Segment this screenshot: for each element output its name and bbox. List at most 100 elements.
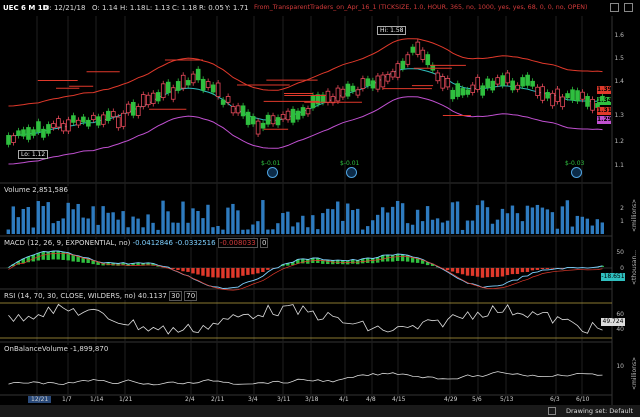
- macd-histogram-bar: [211, 268, 215, 278]
- price-badge-lower: 1.29: [597, 116, 612, 124]
- x-axis-label: 3/11: [277, 396, 291, 403]
- volume-bar: [455, 201, 460, 234]
- volume-bar: [495, 219, 500, 234]
- candle: [165, 81, 171, 94]
- study-label[interactable]: From_TransparentTraders_on_Apr_16_1 (TIC…: [254, 4, 588, 11]
- earnings-icon[interactable]: [571, 167, 582, 178]
- candle: [265, 114, 271, 125]
- volume-bar: [351, 210, 355, 234]
- macd-histogram-bar: [11, 264, 15, 267]
- candle: [26, 127, 31, 140]
- candle: [550, 92, 555, 107]
- settings-icon[interactable]: [610, 3, 619, 12]
- candle: [385, 73, 391, 82]
- candle: [585, 95, 590, 107]
- candle: [295, 110, 301, 120]
- candle: [36, 121, 41, 133]
- candle: [66, 119, 71, 132]
- candle: [540, 86, 545, 101]
- volume-bar: [251, 224, 255, 234]
- rsi-tick: 40: [616, 326, 624, 333]
- candle: [31, 129, 36, 136]
- volume-bar: [400, 203, 405, 234]
- candle: [535, 86, 540, 96]
- candle: [215, 82, 221, 97]
- x-axis-label: 6/3: [550, 396, 560, 403]
- macd-tick: 50: [616, 249, 624, 256]
- volume-bar: [410, 224, 415, 234]
- volume-bar: [380, 207, 385, 234]
- macd-histogram-bar: [545, 268, 550, 269]
- macd-histogram-bar: [400, 254, 405, 262]
- candle: [545, 92, 550, 99]
- x-axis-label: 6/10: [576, 396, 590, 403]
- candle: [275, 117, 281, 126]
- volume-bar: [535, 204, 540, 234]
- macd-histogram-bar: [540, 268, 545, 270]
- candle: [340, 88, 346, 98]
- macd-histogram-bar: [390, 255, 395, 262]
- candle: [175, 81, 181, 91]
- candle: [480, 85, 485, 96]
- symbol-label[interactable]: UEC 6 M 1D: [3, 4, 49, 12]
- candle: [220, 99, 226, 105]
- volume-tick: 2: [620, 205, 624, 212]
- volume-bar: [470, 220, 475, 234]
- x-axis-label: 1/7: [62, 396, 72, 403]
- candle: [375, 75, 381, 90]
- candle: [500, 75, 505, 86]
- x-axis-label: 1/14: [90, 396, 104, 403]
- earnings-icon[interactable]: [267, 167, 278, 178]
- macd-histogram-bar: [171, 268, 175, 270]
- volume-bar: [296, 222, 300, 234]
- close-icon[interactable]: [624, 3, 633, 12]
- volume-bar: [276, 223, 280, 234]
- high-label: Hi: 1.58: [377, 26, 407, 35]
- candle: [325, 90, 331, 103]
- candle: [495, 77, 500, 85]
- candle: [185, 80, 191, 86]
- volume-tick: 1: [620, 218, 624, 225]
- candle: [320, 94, 326, 103]
- low-value: L: 1.13: [146, 4, 171, 12]
- range-value: R: 0.05: [199, 4, 224, 12]
- volume-bar: [520, 221, 525, 234]
- drawing-set-icon[interactable]: [548, 407, 556, 415]
- candle: [180, 74, 186, 89]
- macd-histogram-bar: [430, 263, 435, 266]
- macd-histogram-bar: [201, 268, 205, 276]
- volume-bar: [341, 220, 345, 234]
- earnings-icon[interactable]: [346, 167, 357, 178]
- macd-histogram-bar: [226, 268, 230, 279]
- candle: [365, 78, 371, 86]
- macd-histogram-bar: [216, 268, 220, 278]
- earnings-label: $-0.01: [340, 160, 360, 167]
- macd-histogram-bar: [530, 268, 535, 271]
- candle: [106, 110, 111, 121]
- volume-bar: [226, 207, 230, 234]
- candle: [71, 115, 76, 123]
- macd-histogram-bar: [186, 268, 190, 272]
- macd-label: MACD (12, 26, 9, EXPONENTIAL, no): [4, 239, 131, 247]
- volume-bar: [121, 211, 125, 234]
- volume-bar: [570, 226, 575, 234]
- x-axis-label: 5/13: [500, 396, 514, 403]
- macd-histogram-bar: [460, 268, 465, 275]
- macd-histogram-bar: [116, 263, 120, 266]
- date-label: O: 12/21/18: [44, 4, 86, 12]
- macd-histogram-bar: [510, 268, 515, 275]
- obv-label: OnBalanceVolume: [4, 345, 68, 353]
- candle: [430, 64, 436, 71]
- volume-bar: [366, 226, 370, 234]
- drawing-set-label[interactable]: Drawing set: Default: [566, 407, 634, 415]
- candle: [101, 114, 106, 125]
- volume-bar: [480, 200, 485, 234]
- macd-histogram-bar: [550, 268, 555, 269]
- macd-histogram-bar: [485, 268, 490, 278]
- volume-bar: [36, 201, 40, 234]
- x-axis-label: 3/4: [248, 396, 258, 403]
- close-value: C: 1.18: [172, 4, 198, 12]
- macd-histogram-bar: [366, 257, 370, 263]
- volume-bar: [6, 229, 10, 234]
